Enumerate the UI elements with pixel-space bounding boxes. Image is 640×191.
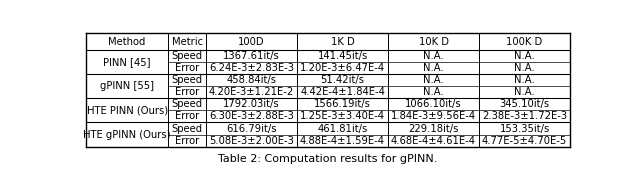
Text: 6.24E-3±2.83E-3: 6.24E-3±2.83E-3 [209,63,294,73]
Text: 5.08E-3±2.00E-3: 5.08E-3±2.00E-3 [209,136,294,146]
Text: 4.42E-4±1.84E-4: 4.42E-4±1.84E-4 [300,87,385,97]
Text: 345.10it/s: 345.10it/s [499,99,550,109]
Text: Speed: Speed [172,124,203,134]
Text: 100K D: 100K D [506,37,543,47]
Text: 1.20E-3±6.47E-4: 1.20E-3±6.47E-4 [300,63,385,73]
Text: 461.81it/s: 461.81it/s [317,124,367,134]
Text: Metric: Metric [172,37,203,47]
Text: 2.38E-3±1.72E-3: 2.38E-3±1.72E-3 [482,112,567,121]
Text: 1K D: 1K D [331,37,355,47]
Text: Method: Method [108,37,146,47]
Text: Error: Error [175,112,199,121]
Text: Error: Error [175,87,199,97]
Text: 153.35it/s: 153.35it/s [499,124,550,134]
Text: 4.68E-4±4.61E-4: 4.68E-4±4.61E-4 [391,136,476,146]
Text: 1.84E-3±9.56E-4: 1.84E-3±9.56E-4 [391,112,476,121]
Text: Speed: Speed [172,75,203,85]
Text: Table 2: Computation results for gPINN.: Table 2: Computation results for gPINN. [218,154,438,164]
Text: 1066.10it/s: 1066.10it/s [405,99,462,109]
Text: N.A.: N.A. [423,75,444,85]
Text: gPINN [55]: gPINN [55] [100,81,154,91]
Text: HTE gPINN (Ours): HTE gPINN (Ours) [83,129,171,140]
Text: 458.84it/s: 458.84it/s [227,75,276,85]
Text: 1367.61it/s: 1367.61it/s [223,51,280,61]
Text: N.A.: N.A. [514,75,535,85]
Text: Speed: Speed [172,99,203,109]
Text: 1566.19it/s: 1566.19it/s [314,99,371,109]
Text: 1.25E-3±3.40E-4: 1.25E-3±3.40E-4 [300,112,385,121]
Text: 616.79it/s: 616.79it/s [227,124,276,134]
Text: 100D: 100D [238,37,265,47]
Text: 6.30E-3±2.88E-3: 6.30E-3±2.88E-3 [209,112,294,121]
Text: 4.20E-3±1.21E-2: 4.20E-3±1.21E-2 [209,87,294,97]
Text: Error: Error [175,63,199,73]
Text: 4.77E-5±4.70E-5: 4.77E-5±4.70E-5 [482,136,567,146]
Text: 141.45it/s: 141.45it/s [317,51,367,61]
Text: Error: Error [175,136,199,146]
Text: N.A.: N.A. [514,63,535,73]
Text: N.A.: N.A. [423,87,444,97]
Text: 229.18it/s: 229.18it/s [408,124,459,134]
Text: 4.88E-4±1.59E-4: 4.88E-4±1.59E-4 [300,136,385,146]
Text: 51.42it/s: 51.42it/s [321,75,365,85]
Text: 1792.03it/s: 1792.03it/s [223,99,280,109]
Text: N.A.: N.A. [423,63,444,73]
Text: 10K D: 10K D [419,37,449,47]
Text: HTE PINN (Ours): HTE PINN (Ours) [86,105,168,115]
Text: N.A.: N.A. [423,51,444,61]
Text: Speed: Speed [172,51,203,61]
Text: N.A.: N.A. [514,87,535,97]
Text: PINN [45]: PINN [45] [103,57,151,67]
Text: N.A.: N.A. [514,51,535,61]
